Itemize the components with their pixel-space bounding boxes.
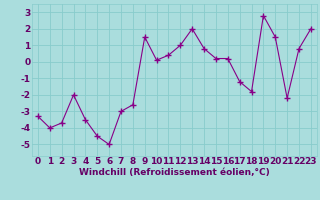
X-axis label: Windchill (Refroidissement éolien,°C): Windchill (Refroidissement éolien,°C) (79, 168, 270, 177)
